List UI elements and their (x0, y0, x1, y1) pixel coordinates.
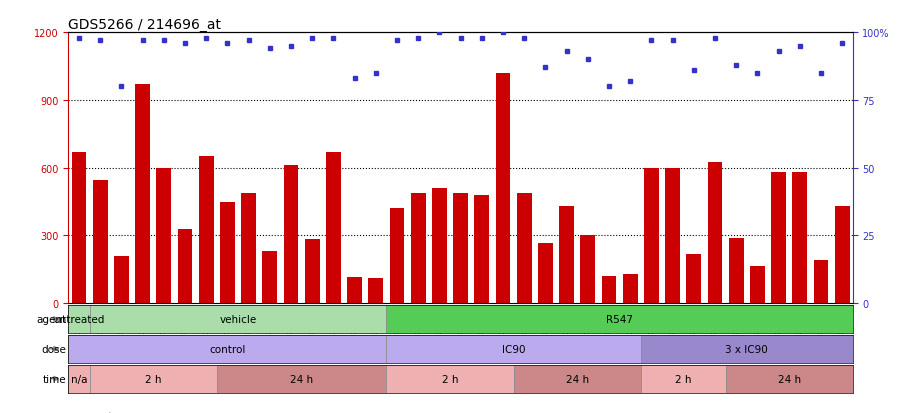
Text: 2 h: 2 h (441, 374, 457, 384)
Text: ■ count: ■ count (70, 411, 113, 413)
Bar (178, 229, 192, 304)
Bar (68, 335, 386, 363)
Bar (432, 189, 446, 304)
Bar (368, 279, 383, 304)
Bar (728, 238, 742, 304)
Text: untreated: untreated (53, 314, 105, 324)
Bar (622, 274, 637, 304)
Bar (664, 169, 680, 304)
Text: 2 h: 2 h (145, 374, 161, 384)
Bar (93, 181, 107, 304)
Bar (643, 169, 658, 304)
Bar (771, 173, 785, 304)
Bar (386, 305, 852, 333)
Bar (68, 365, 89, 393)
Bar (579, 236, 595, 304)
Bar (453, 193, 467, 304)
Text: 2 h: 2 h (674, 374, 691, 384)
Bar (707, 163, 722, 304)
Text: control: control (209, 344, 245, 354)
Bar (474, 195, 488, 304)
Bar (89, 305, 386, 333)
Bar (220, 202, 234, 304)
Text: 24 h: 24 h (777, 374, 800, 384)
Bar (601, 277, 616, 304)
Text: time: time (43, 374, 67, 384)
Bar (834, 206, 849, 304)
Bar (347, 278, 362, 304)
Bar (386, 335, 640, 363)
Bar (114, 256, 128, 304)
Text: IC90: IC90 (501, 344, 525, 354)
Bar (241, 193, 256, 304)
Bar (71, 152, 87, 304)
Bar (304, 239, 319, 304)
Bar (749, 266, 764, 304)
Bar (792, 173, 806, 304)
Bar (517, 193, 531, 304)
Bar (156, 169, 171, 304)
Text: 3 x IC90: 3 x IC90 (724, 344, 767, 354)
Bar (89, 365, 217, 393)
Text: dose: dose (42, 344, 67, 354)
Text: agent: agent (36, 314, 67, 324)
Bar (325, 152, 341, 304)
Bar (537, 244, 552, 304)
Bar (640, 365, 725, 393)
Text: GDS5266 / 214696_at: GDS5266 / 214696_at (68, 18, 221, 32)
Bar (283, 166, 298, 304)
Text: n/a: n/a (71, 374, 87, 384)
Bar (495, 74, 510, 304)
Bar (386, 365, 513, 393)
Text: 24 h: 24 h (565, 374, 589, 384)
Bar (135, 85, 149, 304)
Bar (513, 365, 640, 393)
Bar (558, 206, 573, 304)
Bar (217, 365, 386, 393)
Bar (813, 261, 827, 304)
Text: vehicle: vehicle (220, 314, 256, 324)
Bar (262, 252, 277, 304)
Bar (410, 193, 425, 304)
Bar (686, 254, 701, 304)
Bar (640, 335, 852, 363)
Bar (68, 305, 89, 333)
Bar (725, 365, 852, 393)
Bar (389, 209, 404, 304)
Text: R547: R547 (606, 314, 632, 324)
Bar (199, 157, 213, 304)
Text: 24 h: 24 h (290, 374, 312, 384)
